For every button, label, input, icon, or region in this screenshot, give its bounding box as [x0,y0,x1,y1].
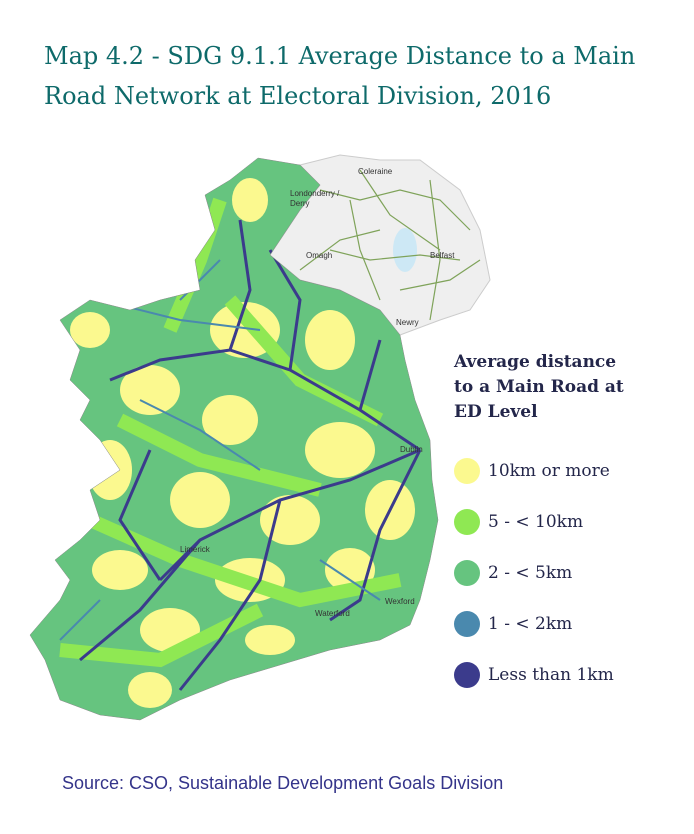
legend-title: Average distance to a Main Road at ED Le… [454,352,624,422]
legend-swatch [454,559,480,586]
legend-label: 5 - < 10km [488,511,584,532]
lough [393,228,417,272]
place-label: Wexford [385,597,415,606]
legend-item: 2 - < 5km [454,547,684,598]
place-label: Derry [290,199,310,208]
legend-item: 5 - < 10km [454,496,684,547]
legend-label: Less than 1km [488,664,614,685]
legend-items: 10km or more 5 - < 10km 2 - < 5km 1 - < 2km… [454,445,684,700]
secondary-roads [59,259,381,641]
legend-swatch [454,661,480,688]
place-label: Dublin [400,445,423,454]
place-label: Waterford [315,609,350,618]
legend-label: 10km or more [488,460,610,481]
roads [79,219,422,691]
mid-zones [59,197,402,668]
place-label: Londonderry / [290,189,340,198]
source-note: Source: CSO, Sustainable Development Goa… [62,773,504,793]
map-title: Map 4.2 - SDG 9.1.1 Average Distance to … [44,42,636,110]
legend-item: Less than 1km [454,649,684,700]
place-label: Belfast [430,251,455,260]
legend-label: 1 - < 2km [488,613,573,634]
place-label: Limerick [180,545,211,554]
legend-label: 2 - < 5km [488,562,573,583]
place-label: Newry [396,318,419,327]
legend-swatch [454,610,480,637]
legend-item: 10km or more [454,445,684,496]
legend-swatch [454,508,480,535]
legend-swatch [454,457,480,484]
place-label: Omagh [306,251,332,260]
place-label: Coleraine [358,167,393,176]
legend-item: 1 - < 2km [454,598,684,649]
coastline [29,157,439,721]
ni-roads [299,169,481,321]
legend: Average distance to a Main Road at ED Le… [454,350,684,700]
